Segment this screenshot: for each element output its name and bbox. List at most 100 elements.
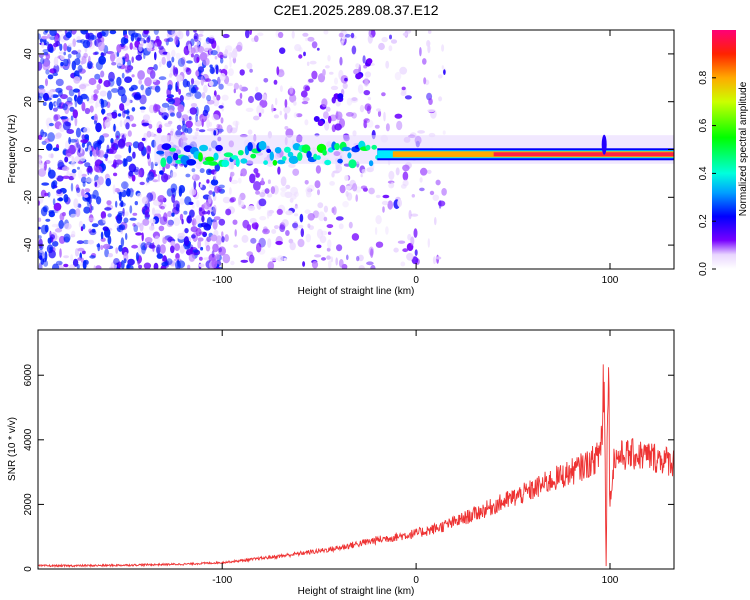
noise-speck xyxy=(103,80,111,88)
noise-speck xyxy=(76,240,84,245)
noise-speck xyxy=(115,57,124,67)
noise-speck xyxy=(283,106,291,114)
noise-speck xyxy=(228,68,234,76)
noise-speck xyxy=(146,130,152,138)
noise-speck xyxy=(190,87,197,94)
noise-speck xyxy=(191,204,195,209)
noise-speck xyxy=(195,113,199,123)
noise-speck xyxy=(253,35,259,43)
noise-speck xyxy=(342,201,349,208)
drift-speck xyxy=(313,116,320,122)
noise-speck xyxy=(345,190,349,197)
noise-speck xyxy=(285,184,291,190)
noise-speck xyxy=(263,226,268,233)
noise-speck xyxy=(172,65,176,76)
noise-speck xyxy=(203,202,210,210)
noise-speck xyxy=(73,76,81,84)
noise-speck xyxy=(40,57,45,65)
noise-speck xyxy=(438,96,443,102)
drift-speck xyxy=(317,120,324,127)
noise-speck xyxy=(122,207,125,217)
noise-speck xyxy=(107,235,112,245)
noise-speck xyxy=(44,224,49,233)
noise-speck xyxy=(86,96,90,102)
noise-speck xyxy=(167,84,173,91)
noise-speck xyxy=(38,226,41,230)
noise-speck xyxy=(304,180,309,185)
noise-speck xyxy=(161,102,170,108)
noise-speck xyxy=(87,239,95,245)
noise-speck xyxy=(104,207,112,211)
noise-speck xyxy=(221,94,229,101)
noise-speck xyxy=(210,50,218,56)
noise-speck xyxy=(375,241,384,248)
noise-speck xyxy=(335,164,343,173)
noise-speck xyxy=(352,130,357,137)
noise-speck xyxy=(66,129,74,134)
noise-speck xyxy=(171,56,175,63)
noise-speck xyxy=(364,103,372,111)
noise-speck xyxy=(156,253,163,259)
trace-blob xyxy=(341,146,351,152)
noise-speck xyxy=(230,127,238,134)
noise-speck xyxy=(375,215,382,225)
noise-speck xyxy=(197,66,205,73)
noise-speck xyxy=(294,213,299,217)
noise-speck xyxy=(400,91,407,97)
noise-speck xyxy=(356,255,360,262)
noise-speck xyxy=(54,114,61,120)
noise-speck xyxy=(123,217,129,224)
noise-speck xyxy=(158,45,164,50)
noise-speck xyxy=(198,129,206,133)
trace-blob xyxy=(161,143,172,151)
noise-speck xyxy=(216,94,221,101)
noise-speck xyxy=(186,60,193,64)
noise-speck xyxy=(96,32,103,39)
noise-speck xyxy=(137,141,145,152)
noise-speck xyxy=(77,160,84,165)
noise-speck xyxy=(78,220,83,228)
noise-speck xyxy=(186,126,193,134)
noise-speck xyxy=(71,50,78,55)
noise-speck xyxy=(248,95,254,104)
noise-speck xyxy=(143,262,152,269)
noise-speck xyxy=(131,123,137,128)
snr-ytick-label: 4000 xyxy=(23,428,34,451)
noise-speck xyxy=(193,30,197,33)
noise-speck xyxy=(345,112,354,117)
noise-speck xyxy=(198,37,202,42)
noise-speck xyxy=(247,205,256,211)
noise-speck xyxy=(190,78,195,85)
noise-speck xyxy=(84,107,91,115)
noise-speck xyxy=(175,203,180,212)
noise-speck xyxy=(106,113,113,122)
noise-speck xyxy=(402,171,409,181)
trace-blob xyxy=(235,157,240,167)
colorbar-tick-label: 0.4 xyxy=(698,166,709,180)
noise-speck xyxy=(214,253,220,261)
noise-speck xyxy=(175,52,181,60)
noise-speck xyxy=(248,254,255,264)
noise-speck xyxy=(233,82,240,90)
trace-blob xyxy=(337,158,343,164)
noise-speck xyxy=(206,128,215,132)
noise-speck xyxy=(212,95,216,101)
noise-speck xyxy=(38,235,42,239)
noise-speck xyxy=(176,124,182,131)
noise-speck xyxy=(175,260,181,269)
noise-speck xyxy=(114,138,119,146)
noise-speck xyxy=(111,164,117,168)
noise-speck xyxy=(215,235,222,246)
noise-speck xyxy=(52,240,59,247)
noise-speck xyxy=(71,168,77,174)
noise-speck xyxy=(107,160,113,164)
trace-blob xyxy=(207,161,218,166)
noise-speck xyxy=(163,212,168,222)
noise-speck xyxy=(314,254,322,258)
noise-speck xyxy=(95,101,98,109)
noise-speck xyxy=(305,233,311,243)
noise-speck xyxy=(85,32,90,40)
noise-speck xyxy=(211,250,215,258)
noise-speck xyxy=(376,108,381,112)
